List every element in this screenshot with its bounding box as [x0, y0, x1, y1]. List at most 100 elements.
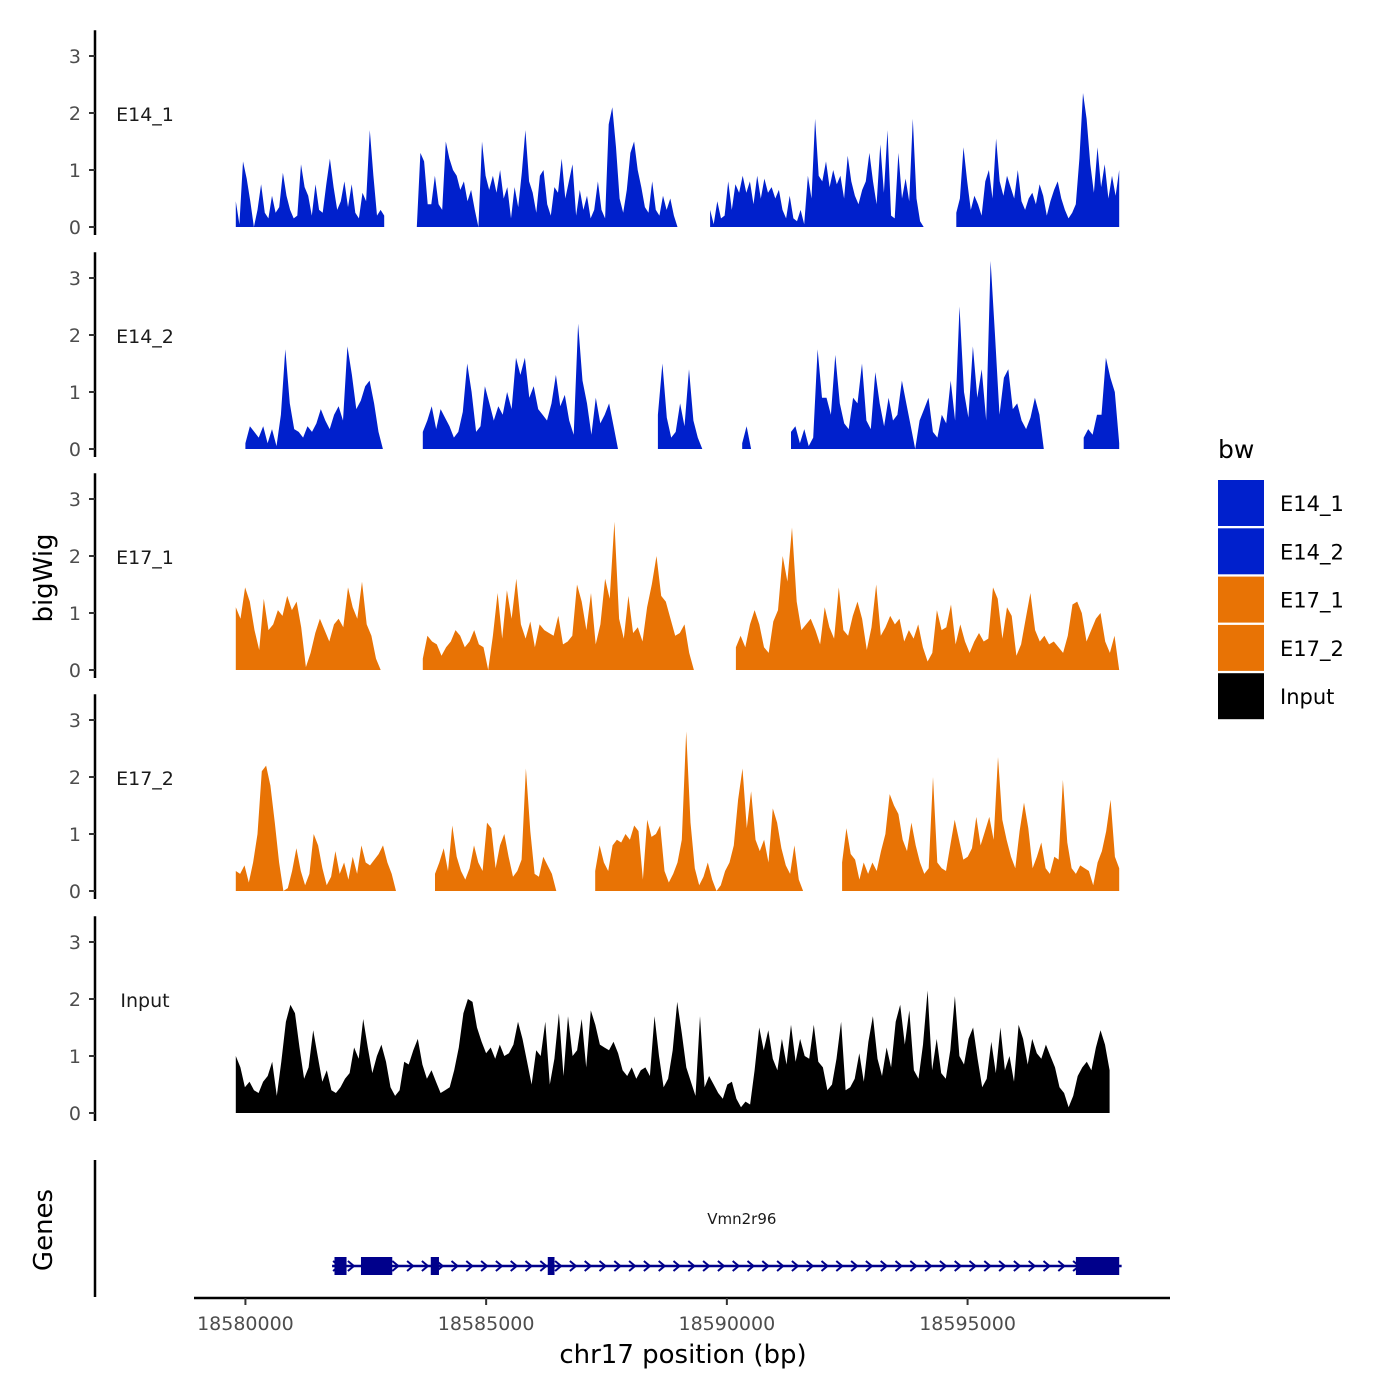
coverage-area — [435, 768, 557, 891]
track-input: 0 1 2 3 Input — [69, 916, 1110, 1125]
strand-arrow-icon — [687, 1260, 696, 1272]
y-tick-label: 0 — [69, 660, 81, 682]
strand-arrow-icon — [421, 1260, 430, 1272]
y-tick-label: 3 — [69, 489, 81, 511]
coverage-area — [791, 260, 1044, 449]
track-e14-2: 0 1 2 3 E14_2 — [69, 252, 1120, 461]
coverage-area — [956, 93, 1120, 227]
strand-arrow-icon — [880, 1260, 889, 1272]
legend-swatch — [1218, 576, 1264, 623]
legend-entry: E17_2 — [1218, 624, 1344, 671]
strand-arrow-icon — [746, 1260, 756, 1272]
coverage-area — [235, 990, 1110, 1113]
coverage-area — [842, 757, 1120, 891]
coverage-area — [422, 521, 694, 670]
coverage-area — [235, 130, 385, 227]
x-tick-label: 18590000 — [678, 1313, 775, 1335]
track-e14-1: 0 1 2 3 E14_1 — [69, 30, 1120, 239]
gene-exon — [334, 1257, 347, 1275]
track-label: E14_2 — [116, 326, 174, 348]
strand-arrow-icon — [465, 1260, 474, 1272]
legend-entry: Input — [1218, 673, 1334, 720]
gene-exon — [547, 1257, 555, 1275]
x-tick-label: 18595000 — [919, 1313, 1016, 1335]
strand-arrow-icon — [1013, 1260, 1022, 1272]
legend-swatch — [1218, 673, 1264, 720]
y-tick-label: 3 — [69, 46, 81, 68]
y-tick-label: 2 — [69, 103, 81, 125]
x-tick-label: 18585000 — [438, 1313, 535, 1335]
y-tick-label: 3 — [69, 710, 81, 732]
legend-label: E17_2 — [1280, 637, 1344, 662]
strand-arrow-icon — [450, 1260, 460, 1272]
legend-swatch — [1218, 624, 1264, 671]
strand-arrow-icon — [998, 1260, 1007, 1272]
track-label: Input — [120, 990, 169, 1012]
strand-arrow-icon — [968, 1260, 978, 1272]
y-tick-label: 1 — [69, 1046, 81, 1068]
strand-arrow-icon — [939, 1260, 948, 1272]
strand-arrow-icon — [954, 1260, 963, 1272]
strand-arrow-icon — [658, 1260, 667, 1272]
strand-arrow-icon — [894, 1260, 904, 1272]
track-label: E17_2 — [116, 768, 174, 790]
y-tick-label: 2 — [69, 767, 81, 789]
strand-arrow-icon — [924, 1260, 933, 1272]
legend-entry: E14_1 — [1218, 480, 1344, 526]
strand-arrow-icon — [717, 1260, 726, 1272]
strand-arrow-icon — [510, 1260, 519, 1272]
legend-label: E14_2 — [1280, 540, 1344, 565]
strand-arrow-icon — [909, 1260, 918, 1272]
strand-arrow-icon — [347, 1260, 356, 1272]
legend-swatch — [1218, 528, 1264, 575]
strand-arrow-icon — [806, 1260, 815, 1272]
coverage-area — [245, 346, 383, 449]
y-tick-label: 2 — [69, 325, 81, 347]
genes-panel-title: Genes — [29, 1189, 59, 1271]
genes-layer: Genes Vmn2r96 — [29, 1160, 1122, 1297]
strand-arrow-icon — [643, 1260, 652, 1272]
y-tick-label: 3 — [69, 932, 81, 954]
legend-label: E14_1 — [1280, 492, 1344, 517]
track-e17-1: 0 1 2 3 E17_1 — [69, 473, 1120, 682]
strand-arrow-icon — [613, 1260, 622, 1272]
y-tick-label: 1 — [69, 382, 81, 404]
strand-arrow-icon — [850, 1260, 859, 1272]
y-tick-label: 1 — [69, 824, 81, 846]
strand-arrow-icon — [569, 1260, 578, 1272]
y-tick-label: 2 — [69, 546, 81, 568]
strand-arrow-icon — [406, 1260, 415, 1272]
coverage-area — [235, 581, 381, 670]
strand-arrow-icon — [628, 1260, 637, 1272]
strand-arrow-icon — [1028, 1260, 1037, 1272]
legend-label: Input — [1280, 685, 1334, 709]
strand-arrow-icon — [554, 1260, 563, 1272]
strand-arrow-icon — [524, 1260, 534, 1272]
coverage-area — [416, 107, 678, 227]
gene-name-label: Vmn2r96 — [707, 1210, 776, 1228]
strand-arrow-icon — [732, 1260, 741, 1272]
x-tick-label: 18580000 — [197, 1313, 294, 1335]
legend-swatch — [1218, 480, 1264, 526]
strand-arrow-icon — [791, 1260, 800, 1272]
strand-arrow-icon — [761, 1260, 770, 1272]
track-label: E17_1 — [116, 547, 174, 569]
strand-arrow-icon — [480, 1260, 489, 1272]
legend: bw E14_1 E14_2 E17_1 E17_2 Input — [1218, 435, 1344, 720]
y-tick-label: 3 — [69, 268, 81, 290]
coverage-area — [710, 118, 924, 227]
coverage-area — [595, 731, 804, 891]
coverage-area — [735, 527, 1120, 670]
gene-exon — [1075, 1257, 1120, 1275]
x-axis: 18580000 18585000 18590000 18595000 — [194, 1296, 1170, 1335]
y-axis-title: bigWig — [29, 533, 59, 622]
strand-arrow-icon — [776, 1260, 785, 1272]
x-axis-title: chr17 position (bp) — [559, 1340, 806, 1370]
gene-exon — [430, 1257, 439, 1275]
legend-entry: E17_1 — [1218, 576, 1344, 623]
strand-arrow-icon — [391, 1260, 400, 1272]
strand-arrow-icon — [495, 1260, 504, 1272]
y-tick-label: 0 — [69, 1103, 81, 1125]
coverage-area — [235, 765, 396, 891]
